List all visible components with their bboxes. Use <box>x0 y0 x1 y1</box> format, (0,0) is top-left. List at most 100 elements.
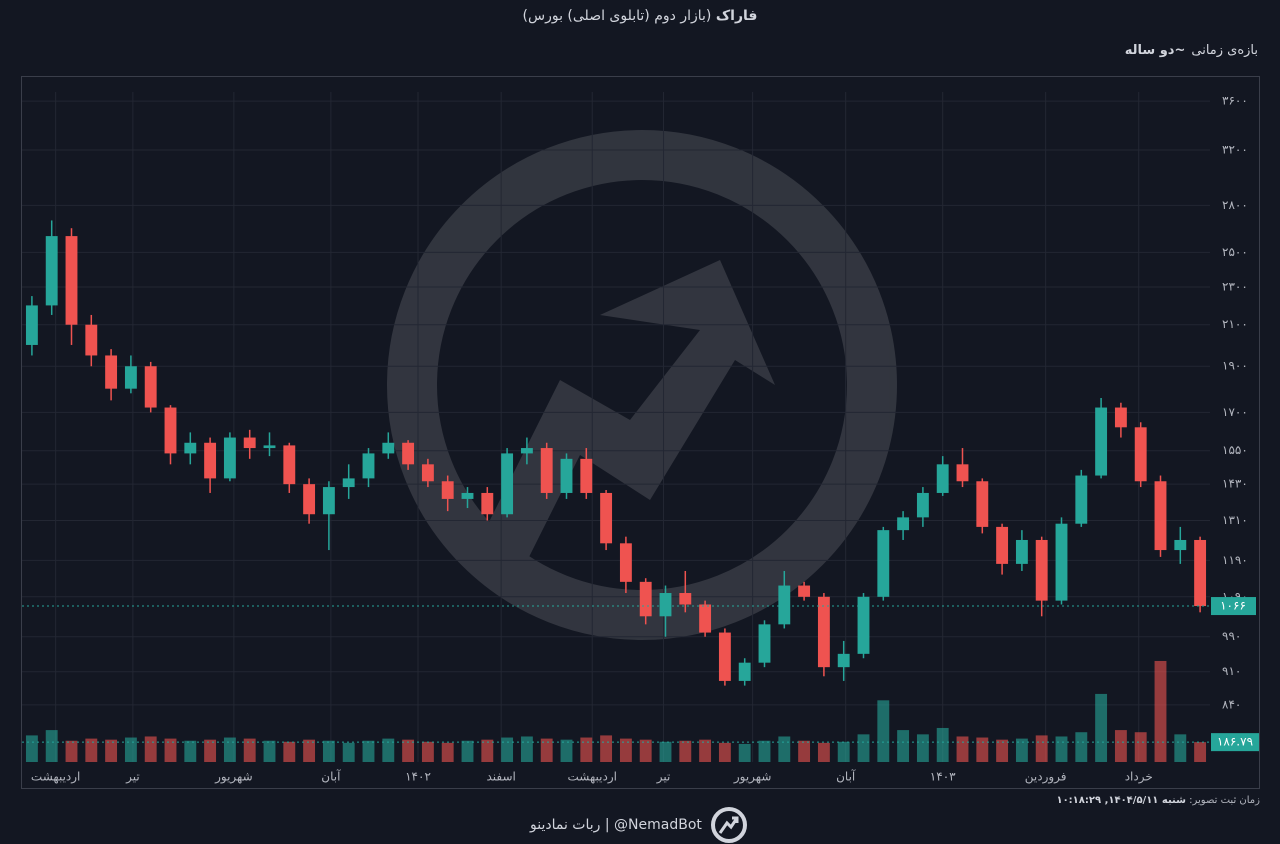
volume-bar <box>501 737 514 762</box>
candle-body <box>1035 539 1048 601</box>
market: (بازار دوم (تابلوی اصلی) بورس) <box>522 8 712 24</box>
header-title: فاراک (بازار دوم (تابلوی اصلی) بورس) <box>0 8 1280 24</box>
candle-body <box>956 464 969 482</box>
candle-body <box>679 593 692 605</box>
volume-bar <box>1015 738 1028 762</box>
watermark-arrow <box>470 260 775 585</box>
volume-bar <box>263 740 276 762</box>
volume-bar <box>243 738 256 762</box>
candle-body <box>45 236 58 306</box>
volume-bar <box>996 739 1009 762</box>
plot: ۱۰۶۶ ۱۸۶.۷۹ <box>22 220 1259 762</box>
volume-bar <box>164 738 177 762</box>
candle-body <box>1154 481 1167 551</box>
x-tick-label: شهریور <box>733 770 772 785</box>
candle-body <box>758 624 771 663</box>
last-price-label: ۱۰۶۶ <box>1220 599 1246 613</box>
volume-bar <box>1154 660 1167 762</box>
x-tick-label: آبان <box>321 769 341 784</box>
candle-body <box>461 492 474 499</box>
candle-body <box>105 355 118 389</box>
period-label: بازه‌ی زمانی <box>1191 43 1258 58</box>
volume-bar <box>1075 732 1088 762</box>
candle-body <box>263 445 276 449</box>
x-tick-label: شهریور <box>214 770 253 785</box>
volume-bar <box>1095 693 1108 762</box>
candle-body <box>897 517 910 531</box>
candle-body <box>441 481 454 499</box>
candle-body <box>837 653 850 668</box>
y-tick-label: ۳۲۰۰ <box>1222 142 1248 156</box>
volume-bar <box>897 730 910 762</box>
x-tick-label: آبان <box>836 769 856 784</box>
candle-body <box>85 324 98 356</box>
candle-body <box>976 481 989 527</box>
x-tick-label: اردیبهشت <box>31 770 80 785</box>
candle-body <box>778 585 791 625</box>
volume-bar <box>124 737 137 762</box>
candle-body <box>124 366 137 389</box>
symbol: فاراک <box>715 8 758 24</box>
candle-body <box>916 492 929 518</box>
candle-body <box>144 366 157 408</box>
volume-bar <box>1114 730 1127 762</box>
candle-body <box>798 585 811 597</box>
candle-body <box>1015 539 1028 564</box>
volume-bar <box>223 737 236 762</box>
candle-body <box>322 487 335 515</box>
y-tick-label: ۹۹۰ <box>1222 629 1241 643</box>
y-tick-label: ۱۱۹۰ <box>1222 553 1248 567</box>
volume-bar <box>778 736 791 762</box>
x-tick-label: ۱۴۰۳ <box>930 770 956 784</box>
candle-body <box>164 407 177 454</box>
candle-body <box>1095 407 1108 476</box>
candle-body <box>560 458 573 493</box>
volume-bar <box>25 735 38 762</box>
volume-bar <box>659 741 672 762</box>
volume-bar <box>1134 732 1147 762</box>
volume-bar <box>402 739 415 762</box>
candle-body <box>1194 539 1207 607</box>
x-tick-label: فروردین <box>1025 770 1067 785</box>
volume-bar <box>461 740 474 762</box>
volume-bar <box>540 738 553 762</box>
chart-frame <box>21 76 1260 789</box>
last-price-tag <box>1211 597 1256 616</box>
volume-bar <box>1035 735 1048 762</box>
bot-credit: ربات نمادینو | @NemadBot <box>530 806 748 844</box>
x-tick-label: خرداد <box>1125 770 1153 785</box>
volume-bar <box>1174 734 1187 762</box>
candle-body <box>996 526 1009 564</box>
candle-body <box>738 662 751 681</box>
period: بازه‌ی زمانی ~دو ساله <box>1125 43 1258 58</box>
candle-body <box>481 492 494 515</box>
volume-bar <box>1194 742 1207 762</box>
volume-bar <box>857 734 870 762</box>
y-tick-label: ۱۷۰۰ <box>1222 405 1248 419</box>
volume-bar <box>184 740 197 762</box>
y-tick-label: ۲۳۰۰ <box>1222 279 1248 293</box>
volume-bar <box>699 739 712 762</box>
x-tick-label: اردیبهشت <box>568 770 617 785</box>
volume-bar <box>303 739 316 762</box>
candle-body <box>1114 407 1127 428</box>
candle-body <box>501 453 514 515</box>
candle-body <box>1174 539 1187 551</box>
capture-time: زمان ثبت تصویر: شنبه ۱۴۰۴/۵/۱۱, ۱۰:۱۸:۲۹ <box>1056 795 1260 806</box>
candle-body <box>817 596 830 668</box>
volume-bar <box>421 741 434 762</box>
candle-body <box>580 458 593 493</box>
y-tick-label: ۱۵۵۰ <box>1222 443 1248 457</box>
y-tick-label: ۲۸۰۰ <box>1222 198 1248 212</box>
y-tick-label: ۸۴۰ <box>1222 697 1241 711</box>
volume-bar <box>956 736 969 762</box>
volume-bar <box>916 734 929 762</box>
volume-bar <box>600 735 613 762</box>
candle-body <box>342 478 355 488</box>
volume-bar <box>837 741 850 762</box>
volume-bar <box>817 742 830 762</box>
x-tick-label: اسفند <box>486 770 515 784</box>
candle-body <box>718 632 731 681</box>
volume-bar <box>342 742 355 762</box>
